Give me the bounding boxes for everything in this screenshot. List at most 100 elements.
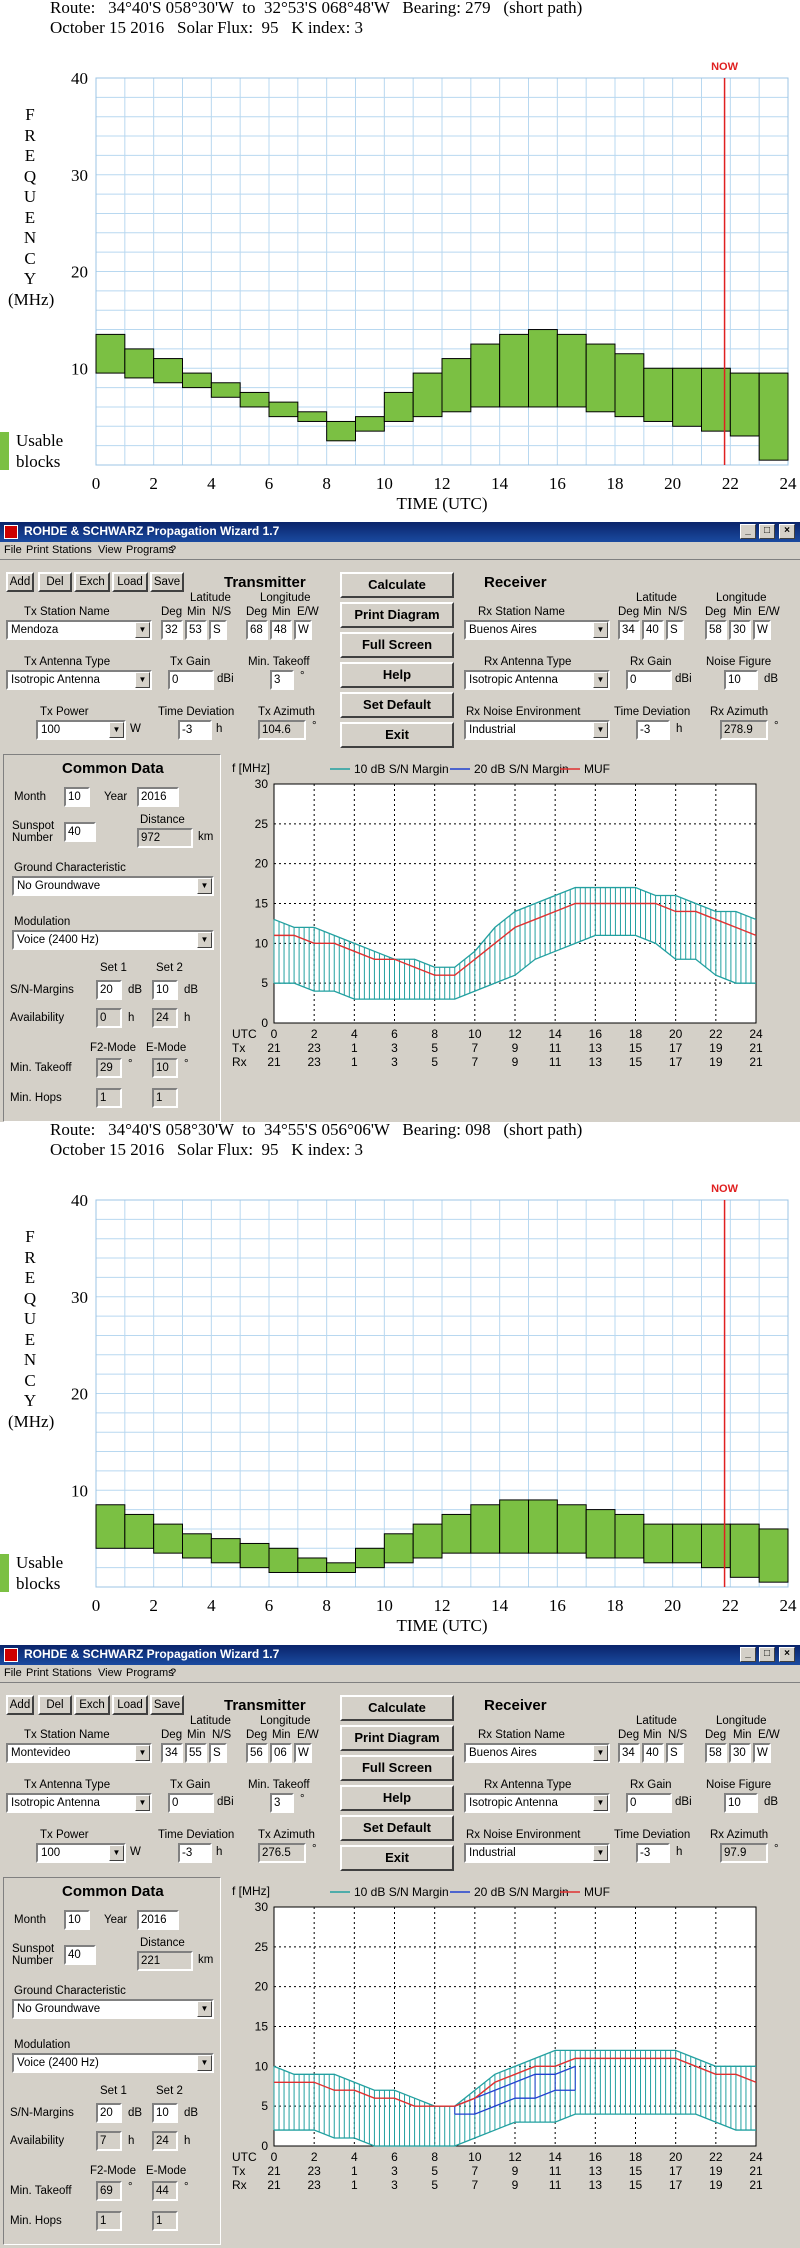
year-input[interactable]: 2016 xyxy=(137,1910,179,1930)
rx-noise-env-select[interactable]: Industrial ▼ xyxy=(464,1843,610,1863)
rx-lon-ew-input[interactable]: W xyxy=(753,620,771,640)
tx-antenna-select[interactable]: Isotropic Antenna ▼ xyxy=(6,1793,152,1813)
rx-lat-deg-input[interactable]: 34 xyxy=(618,620,640,640)
tx-lat-min-input[interactable]: 55 xyxy=(185,1743,207,1763)
sn-set2-input[interactable]: 10 xyxy=(152,2103,178,2123)
menu-view[interactable]: View xyxy=(98,1667,122,1679)
tx-lon-deg-input[interactable]: 56 xyxy=(246,1743,268,1763)
toolbar-save-button[interactable]: Save xyxy=(150,572,184,592)
rx-timedev-input[interactable]: -3 xyxy=(636,720,670,740)
menu-view[interactable]: View xyxy=(98,544,122,556)
tx-timedev-input[interactable]: -3 xyxy=(178,720,212,740)
sn-set1-input[interactable]: 20 xyxy=(96,980,122,1000)
tx-antenna-select[interactable]: Isotropic Antenna ▼ xyxy=(6,670,152,690)
rx-antenna-select[interactable]: Isotropic Antenna ▼ xyxy=(464,1793,610,1813)
chevron-down-icon[interactable]: ▼ xyxy=(593,622,608,638)
toolbar-exch-button[interactable]: Exch xyxy=(74,1695,110,1715)
chevron-down-icon[interactable]: ▼ xyxy=(593,722,608,738)
chevron-down-icon[interactable]: ▼ xyxy=(109,722,124,738)
rx-lat-ns-input[interactable]: S xyxy=(666,1743,684,1763)
menu-file[interactable]: File xyxy=(4,1667,22,1679)
help-button[interactable]: Help xyxy=(340,1785,454,1811)
tx-lat-min-input[interactable]: 53 xyxy=(185,620,207,640)
tx-station-select[interactable]: Montevideo ▼ xyxy=(6,1743,152,1763)
rx-noise-env-select[interactable]: Industrial ▼ xyxy=(464,720,610,740)
chevron-down-icon[interactable]: ▼ xyxy=(197,2055,212,2071)
chevron-down-icon[interactable]: ▼ xyxy=(109,1845,124,1861)
exit-button[interactable]: Exit xyxy=(340,722,454,748)
noise-figure-input[interactable]: 10 xyxy=(724,1793,758,1813)
minimize-button[interactable]: _ xyxy=(740,524,756,539)
chevron-down-icon[interactable]: ▼ xyxy=(135,1745,150,1761)
rx-timedev-input[interactable]: -3 xyxy=(636,1843,670,1863)
menu-programs[interactable]: Programs xyxy=(126,544,174,556)
close-button[interactable]: × xyxy=(779,524,795,539)
chevron-down-icon[interactable]: ▼ xyxy=(593,1795,608,1811)
toolbar-load-button[interactable]: Load xyxy=(112,572,148,592)
rx-gain-input[interactable]: 0 xyxy=(626,670,672,690)
exit-button[interactable]: Exit xyxy=(340,1845,454,1871)
ground-select[interactable]: No Groundwave ▼ xyxy=(12,876,214,896)
chevron-down-icon[interactable]: ▼ xyxy=(135,1795,150,1811)
chevron-down-icon[interactable]: ▼ xyxy=(197,2001,212,2017)
chevron-down-icon[interactable]: ▼ xyxy=(135,622,150,638)
calculate-button[interactable]: Calculate xyxy=(340,572,454,598)
modulation-select[interactable]: Voice (2400 Hz) ▼ xyxy=(12,2053,214,2073)
chevron-down-icon[interactable]: ▼ xyxy=(197,878,212,894)
tx-gain-input[interactable]: 0 xyxy=(168,670,214,690)
menu-stations[interactable]: Stations xyxy=(52,1667,92,1679)
chevron-down-icon[interactable]: ▼ xyxy=(593,672,608,688)
sn-set2-input[interactable]: 10 xyxy=(152,980,178,1000)
tx-lon-ew-input[interactable]: W xyxy=(294,1743,312,1763)
rx-station-select[interactable]: Buenos Aires ▼ xyxy=(464,1743,610,1763)
year-input[interactable]: 2016 xyxy=(137,787,179,807)
print-diagram-button[interactable]: Print Diagram xyxy=(340,1725,454,1751)
menu-help[interactable]: ? xyxy=(170,1667,177,1679)
month-input[interactable]: 10 xyxy=(64,1910,90,1930)
help-button[interactable]: Help xyxy=(340,662,454,688)
toolbar-del-button[interactable]: Del xyxy=(38,572,72,592)
tx-lon-ew-input[interactable]: W xyxy=(294,620,312,640)
tx-lon-min-input[interactable]: 06 xyxy=(270,1743,292,1763)
tx-takeoff-input[interactable]: 3 xyxy=(270,670,294,690)
tx-lat-ns-input[interactable]: S xyxy=(209,1743,227,1763)
maximize-button[interactable]: □ xyxy=(759,524,775,539)
menu-print[interactable]: Print xyxy=(26,1667,49,1679)
rx-lon-min-input[interactable]: 30 xyxy=(729,620,751,640)
toolbar-add-button[interactable]: Add xyxy=(6,1695,34,1715)
chevron-down-icon[interactable]: ▼ xyxy=(135,672,150,688)
rx-antenna-select[interactable]: Isotropic Antenna ▼ xyxy=(464,670,610,690)
toolbar-save-button[interactable]: Save xyxy=(150,1695,184,1715)
sunspot-input[interactable]: 40 xyxy=(64,1945,96,1965)
rx-lat-deg-input[interactable]: 34 xyxy=(618,1743,640,1763)
toolbar-load-button[interactable]: Load xyxy=(112,1695,148,1715)
tx-lon-deg-input[interactable]: 68 xyxy=(246,620,268,640)
full-screen-button[interactable]: Full Screen xyxy=(340,1755,454,1781)
close-button[interactable]: × xyxy=(779,1647,795,1662)
tx-gain-input[interactable]: 0 xyxy=(168,1793,214,1813)
tx-takeoff-input[interactable]: 3 xyxy=(270,1793,294,1813)
toolbar-del-button[interactable]: Del xyxy=(38,1695,72,1715)
noise-figure-input[interactable]: 10 xyxy=(724,670,758,690)
rx-gain-input[interactable]: 0 xyxy=(626,1793,672,1813)
rx-lon-ew-input[interactable]: W xyxy=(753,1743,771,1763)
menu-file[interactable]: File xyxy=(4,544,22,556)
tx-lat-ns-input[interactable]: S xyxy=(209,620,227,640)
tx-power-select[interactable]: 100 ▼ xyxy=(36,720,126,740)
tx-timedev-input[interactable]: -3 xyxy=(178,1843,212,1863)
month-input[interactable]: 10 xyxy=(64,787,90,807)
ground-select[interactable]: No Groundwave ▼ xyxy=(12,1999,214,2019)
tx-station-select[interactable]: Mendoza ▼ xyxy=(6,620,152,640)
maximize-button[interactable]: □ xyxy=(759,1647,775,1662)
menu-help[interactable]: ? xyxy=(170,544,177,556)
sn-set1-input[interactable]: 20 xyxy=(96,2103,122,2123)
minimize-button[interactable]: _ xyxy=(740,1647,756,1662)
calculate-button[interactable]: Calculate xyxy=(340,1695,454,1721)
rx-lon-min-input[interactable]: 30 xyxy=(729,1743,751,1763)
tx-power-select[interactable]: 100 ▼ xyxy=(36,1843,126,1863)
full-screen-button[interactable]: Full Screen xyxy=(340,632,454,658)
chevron-down-icon[interactable]: ▼ xyxy=(197,932,212,948)
chevron-down-icon[interactable]: ▼ xyxy=(593,1745,608,1761)
tx-lon-min-input[interactable]: 48 xyxy=(270,620,292,640)
menu-stations[interactable]: Stations xyxy=(52,544,92,556)
